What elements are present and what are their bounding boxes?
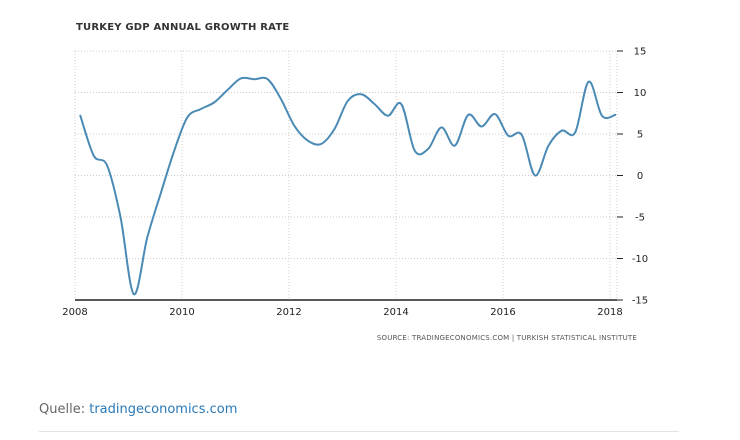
- y-tick-label: -5: [635, 213, 645, 224]
- chart-title: TURKEY GDP ANNUAL GROWTH RATE: [76, 22, 289, 33]
- y-tick-label: 15: [634, 47, 647, 58]
- source-caption: Quelle: tradingeconomics.com: [39, 402, 237, 417]
- x-tick-label: 2012: [276, 307, 301, 318]
- tick-labels: 2008 2010 2012 2014 2016 2018 15 10 5 0 -5 -10 -15: [62, 47, 648, 319]
- y-tick-label: -10: [632, 254, 648, 265]
- x-tick-label: 2016: [490, 307, 515, 318]
- caption-label: Quelle:: [39, 402, 90, 417]
- x-tick-label: 2014: [383, 307, 408, 318]
- source-link[interactable]: tradingeconomics.com: [89, 402, 238, 417]
- x-tick-label: 2010: [169, 307, 194, 318]
- source-note: SOURCE: TRADINGECONOMICS.COM | TURKISH S…: [377, 334, 637, 342]
- series-line: [79, 76, 617, 296]
- series-layer: [79, 76, 617, 296]
- y-tick-label: 0: [637, 171, 643, 182]
- divider: [39, 431, 679, 432]
- grid: [74, 50, 623, 301]
- y-tick-label: 5: [637, 130, 643, 141]
- y-tick-label: -15: [632, 296, 648, 307]
- x-tick-label: 2018: [597, 307, 622, 318]
- y-tick-label: 10: [634, 88, 647, 99]
- x-tick-label: 2008: [62, 307, 87, 318]
